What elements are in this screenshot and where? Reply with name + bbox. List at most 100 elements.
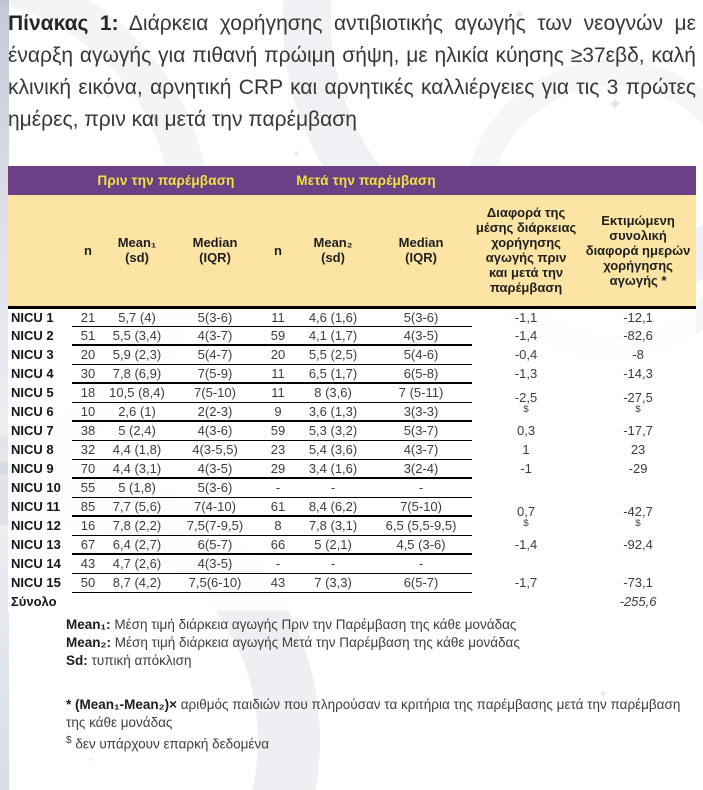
cell-est: -17,7 xyxy=(580,421,696,440)
star-icon: ✦ xyxy=(292,149,301,160)
cell-est: -42,7 $ xyxy=(580,497,696,535)
star-icon: + xyxy=(344,93,350,103)
cell-mean1: 4,7 (2,6) xyxy=(104,554,170,574)
cell-mean1: 10,5 (8,4) xyxy=(104,383,170,403)
cell-median1: 7,5(6-10) xyxy=(170,573,261,593)
footnote-lead: * (Mean₁-Mean₂)× xyxy=(66,697,177,712)
footnote-text: τυπική απόκλιση xyxy=(91,653,192,668)
insufficient-data-marker: $ xyxy=(635,517,641,529)
column-header: Median (IQR) xyxy=(170,195,261,309)
cell-median1: 4(3-7) xyxy=(170,326,261,346)
cell-n2: 11 xyxy=(260,364,297,384)
cell-median1: 6(5-7) xyxy=(170,535,261,555)
cell-n2: 43 xyxy=(260,573,297,593)
cell-diff: 0,7 $ xyxy=(472,497,580,535)
cell-n1: 18 xyxy=(72,383,104,403)
cell-median1: 5(4-7) xyxy=(170,345,261,365)
row-label: NICU 9 xyxy=(11,461,54,476)
est-value: -27,5 xyxy=(623,389,653,405)
cell-mean1: 4,4 (3,1) xyxy=(104,459,170,479)
cell-mean1: 8,7 (4,2) xyxy=(104,573,170,593)
est-value: -42,7 xyxy=(623,503,653,519)
table-row: NICU 12 16 7,8 (2,2) 7,5(7-9,5) 8 7,8 (3,1) 6,… xyxy=(8,516,696,536)
cell-median1: 5(3-6) xyxy=(170,478,261,498)
total-estimate-cell: -255,6 xyxy=(619,594,657,609)
cell-median1: 7,5(7-9,5) xyxy=(170,516,261,536)
est-value: -17,7 xyxy=(623,423,653,438)
est-value: 23 xyxy=(630,442,646,457)
row-label: NICU 3 xyxy=(11,347,54,362)
footnote-marker: $ xyxy=(66,735,72,746)
column-header: Διαφορά της μέσης διάρκειας χορήγησης αγ… xyxy=(472,195,581,309)
cell-mean2: - xyxy=(296,554,371,574)
cell-median2: 4(3-5) xyxy=(370,326,473,346)
cell-n2: 8 xyxy=(260,516,297,536)
star-icon: + xyxy=(236,19,242,30)
table-row: NICU 15 50 8,7 (4,2) 7,5(6-10) 43 7 (3,3) 6(5-… xyxy=(8,573,696,593)
cell-est: -8 xyxy=(580,345,696,364)
insufficient-data-marker: $ xyxy=(523,517,529,529)
cell-n2: 11 xyxy=(260,383,297,403)
cell-n1: 85 xyxy=(72,497,104,517)
cell-diff: -1,1 xyxy=(472,307,580,326)
table-row: NICU 7 38 5 (2,4) 4(3-6) 59 5,3 (3,2) 5(3-7) 0,… xyxy=(8,421,696,441)
total-empty-cells xyxy=(72,592,472,611)
cell-mean1: 5,7 (4) xyxy=(104,307,170,327)
row-label-header xyxy=(8,195,72,309)
cell-median1: 4(3-5) xyxy=(170,459,261,479)
table-row: NICU 3 20 5,9 (2,3) 5(4-7) 20 5,5 (2,5) 5(4-6)… xyxy=(8,345,696,365)
cell-est: 23 xyxy=(580,440,696,459)
cell-median2: 5(4-6) xyxy=(370,345,473,365)
cell-n1: 70 xyxy=(72,459,104,479)
total-diff-cell xyxy=(472,592,580,611)
insufficient-data-marker: $ xyxy=(523,403,529,415)
row-label: NICU 1 xyxy=(11,309,54,325)
cell-median2: 6(5-7) xyxy=(370,573,473,593)
cell-mean1: 6,4 (2,7) xyxy=(104,535,170,555)
column-header: n xyxy=(260,195,297,309)
table-row: NICU 11 85 7,7 (5,6) 7(4-10) 61 8,4 (6,2) 7(5-… xyxy=(8,497,696,528)
cell-mean2: 6,5 (1,7) xyxy=(296,364,371,384)
cell-median1: 4(3-6) xyxy=(170,421,261,441)
cell-n1: 32 xyxy=(72,440,104,460)
table-caption: Πίνακας 1: Διάρκεια χορήγησης αντιβιοτικ… xyxy=(8,8,696,136)
cell-diff: 1 xyxy=(472,440,580,459)
column-header: Εκτιμώμενη συνολική διαφορά ημερών χορήγ… xyxy=(580,195,697,309)
star-icon: ✦ xyxy=(104,91,112,101)
row-label: NICU 13 xyxy=(11,537,61,552)
table-row: NICU 8 32 4,4 (1,8) 4(3-5,5) 23 5,4 (3,6) 4(3-… xyxy=(8,440,696,460)
cell-n1: 43 xyxy=(72,554,104,574)
footnote-lead: Mean₂: xyxy=(66,635,112,650)
cell-diff xyxy=(472,554,580,573)
cell-mean1: 5 (1,8) xyxy=(104,478,170,498)
cell-mean2: 7,8 (3,1) xyxy=(296,516,371,536)
cell-est: -73,1 xyxy=(580,573,696,592)
cell-mean2: 8 (3,6) xyxy=(296,383,371,403)
cell-mean1: 4,4 (1,8) xyxy=(104,440,170,460)
cell-est xyxy=(580,478,696,497)
cell-n1: 38 xyxy=(72,421,104,441)
row-label: NICU 4 xyxy=(11,366,54,381)
cell-mean2: - xyxy=(296,478,371,498)
cell-median2: - xyxy=(370,478,473,498)
cell-median1: 7(4-10) xyxy=(170,497,261,517)
table-row: NICU 1 21 5,7 (4) 5(3-6) 11 4,6 (1,6) 5(3-6) -1… xyxy=(8,307,696,327)
star-icon: ✦ xyxy=(118,637,127,648)
star-icon: + xyxy=(88,755,94,766)
caption-text: Διάρκεια χορήγησης αντιβιοτικής αγωγής τ… xyxy=(8,12,696,131)
cell-mean2: 5,3 (3,2) xyxy=(296,421,371,441)
footnotes: Mean₁: Μέση τιμή διάρκεια αγωγής Πριν τη… xyxy=(66,616,686,754)
cell-median2: 5(3-7) xyxy=(370,421,473,441)
footnote-text: αριθμός παιδιών που πληρούσαν τα κριτήρι… xyxy=(66,697,681,730)
cell-diff: -1,4 xyxy=(472,535,580,554)
column-header: Mean₁ (sd) xyxy=(104,195,170,309)
cell-n2: - xyxy=(260,554,297,574)
cell-median2: 7 (5-11) xyxy=(370,383,473,403)
cell-n1: 51 xyxy=(72,326,104,346)
cell-median2: 6,5 (5,5-9,5) xyxy=(370,516,473,536)
footnote-lead: Sd: xyxy=(66,653,88,668)
cell-median2: 7(5-10) xyxy=(370,497,473,517)
footnote-text: δεν υπάρχουν επαρκή δεδομένα xyxy=(75,736,270,752)
row-label: NICU 6 xyxy=(11,404,54,419)
cell-est xyxy=(580,554,696,573)
